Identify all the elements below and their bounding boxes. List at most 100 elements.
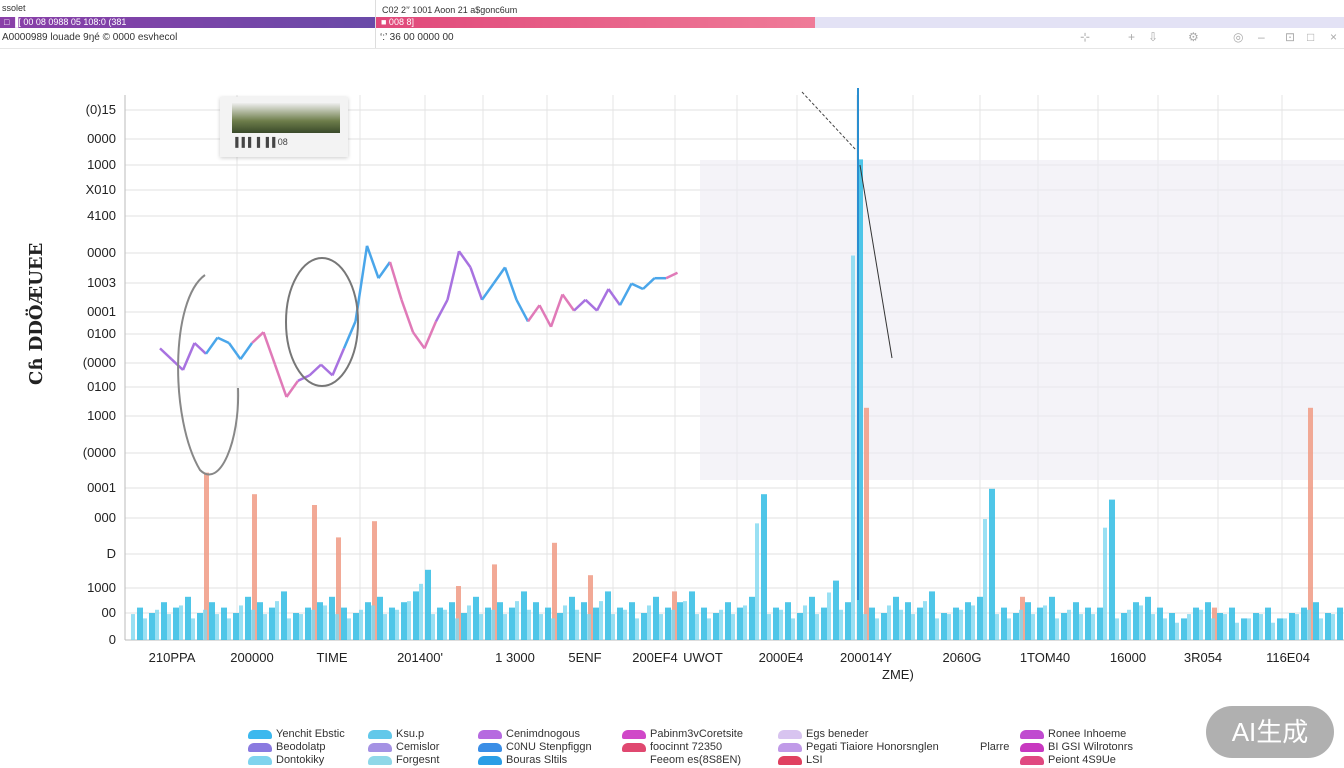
tab-purple[interactable]: □ ▐[ 00 08 0988 05 108:0 (381 bbox=[0, 17, 375, 28]
legend-item[interactable]: Forgesnt bbox=[368, 754, 439, 766]
x-tick-label: 1TOM40 bbox=[1019, 650, 1071, 665]
legend-item[interactable]: Feeom es(8S8EN) bbox=[622, 754, 741, 766]
close-icon[interactable]: × bbox=[1330, 30, 1338, 44]
legend-item[interactable]: Peiont 4S9Ue bbox=[1020, 754, 1116, 766]
cyan-bar bbox=[275, 601, 279, 640]
cyan-bar bbox=[383, 614, 387, 640]
pin-icon[interactable]: ⊹ bbox=[1080, 30, 1091, 44]
cyan-bar bbox=[791, 618, 795, 640]
restore-icon[interactable]: ⊡ bbox=[1285, 30, 1296, 44]
legend-label: Beodolatp bbox=[276, 741, 326, 753]
cyan-bar bbox=[695, 614, 699, 640]
legend-label: C0NU Stenpfiggn bbox=[506, 741, 592, 753]
cyan-bar bbox=[425, 569, 431, 640]
legend-item[interactable]: Pegati Tiaiore Honorsnglen bbox=[778, 741, 939, 753]
cyan-bar bbox=[785, 602, 791, 640]
salmon-bar bbox=[336, 537, 341, 640]
cyan-bar bbox=[161, 602, 167, 640]
y-tick-label: (0000 bbox=[82, 445, 116, 460]
legend-item[interactable]: Pabinm3vCoretsite bbox=[622, 728, 743, 740]
cyan-bar bbox=[479, 614, 483, 640]
legend-item[interactable]: Ksu.p bbox=[368, 728, 424, 740]
cyan-bar bbox=[863, 614, 867, 640]
price-line-segment bbox=[480, 282, 495, 301]
price-line-segment bbox=[365, 245, 380, 279]
legend-item[interactable]: Ronee Inhoeme bbox=[1020, 728, 1126, 740]
legend-swatch bbox=[248, 755, 272, 765]
cyan-bar bbox=[653, 596, 659, 640]
cyan-bar bbox=[557, 613, 563, 640]
price-line-segment bbox=[538, 304, 553, 328]
cyan-bar bbox=[497, 602, 503, 640]
cyan-bar bbox=[269, 607, 275, 640]
globe-icon[interactable]: ◎ bbox=[1233, 30, 1244, 44]
cyan-bar bbox=[563, 605, 567, 640]
y-tick-label: (0000 bbox=[82, 355, 116, 370]
legend-item[interactable]: Dontokiky bbox=[248, 754, 324, 766]
plus-icon[interactable]: + bbox=[1128, 30, 1136, 44]
cyan-bar bbox=[647, 605, 651, 640]
cyan-bar bbox=[929, 591, 935, 640]
cyan-bar bbox=[491, 609, 495, 640]
price-line-segment bbox=[411, 331, 426, 350]
price-line-segment bbox=[285, 380, 300, 398]
legend-item[interactable]: Cenimdnogous bbox=[478, 728, 580, 740]
cyan-bar bbox=[665, 607, 671, 640]
legend-label: Ksu.p bbox=[396, 728, 425, 740]
legend-item[interactable]: Cemislor bbox=[368, 741, 439, 753]
price-line-segment bbox=[193, 342, 207, 355]
cyan-bar bbox=[1241, 618, 1247, 640]
legend-item[interactable]: C0NU Stenpfiggn bbox=[478, 741, 592, 753]
price-line-segment bbox=[607, 288, 622, 306]
legend-item[interactable]: Bouras Sltils bbox=[478, 754, 567, 766]
download-icon[interactable]: ⇩ bbox=[1148, 30, 1159, 44]
legend-item[interactable]: Beodolatp bbox=[248, 741, 326, 753]
cyan-bar bbox=[143, 618, 147, 640]
cyan-bar bbox=[569, 596, 575, 640]
legend-label: Forgesnt bbox=[396, 754, 440, 766]
legend-item[interactable]: Egs beneder bbox=[778, 728, 868, 740]
cyan-bar bbox=[833, 580, 839, 640]
cyan-bar bbox=[875, 618, 879, 640]
legend-item[interactable]: foocinnt 72350 bbox=[622, 741, 722, 753]
thumbnail-card[interactable]: ▐▐▐ ▐ ▐▐ 08 bbox=[220, 97, 348, 157]
salmon-bar bbox=[552, 542, 557, 640]
cyan-bar bbox=[407, 601, 411, 640]
cyan-bar bbox=[1127, 609, 1131, 640]
tab-pink[interactable]: ■ 008 8] bbox=[375, 17, 815, 28]
cyan-bar bbox=[845, 602, 851, 640]
cyan-bar bbox=[731, 614, 735, 640]
legend-swatch bbox=[778, 742, 802, 752]
y-tick-label: 0100 bbox=[87, 326, 116, 341]
cyan-bar bbox=[443, 609, 447, 640]
salmon-bar bbox=[204, 472, 209, 640]
y-tick-label: 0001 bbox=[87, 480, 116, 495]
x-tick-label: 2060G bbox=[942, 650, 982, 665]
cyan-bar bbox=[287, 618, 291, 640]
y-tick-label: D bbox=[106, 546, 116, 561]
cyan-bar bbox=[659, 614, 663, 640]
cyan-bar bbox=[1037, 607, 1043, 640]
price-line-segment bbox=[457, 250, 472, 269]
minimize-icon[interactable]: – bbox=[1258, 30, 1265, 44]
annotation-loop bbox=[285, 257, 359, 387]
cyan-bar bbox=[473, 596, 479, 640]
annotation-line bbox=[801, 91, 857, 151]
maximize-icon[interactable]: □ bbox=[1307, 30, 1315, 44]
annotation-line bbox=[859, 164, 893, 359]
cyan-bar bbox=[185, 596, 191, 640]
settings-icon[interactable]: ⚙ bbox=[1188, 30, 1199, 44]
legend-item[interactable]: BI GSI Wilrotonrs bbox=[1020, 741, 1133, 753]
cyan-bar bbox=[503, 614, 507, 640]
cyan-bar bbox=[1193, 607, 1199, 640]
cyan-bar bbox=[1001, 607, 1007, 640]
x-tick-label: 116E04 bbox=[1266, 650, 1310, 665]
cyan-bar bbox=[851, 255, 855, 640]
legend-item[interactable]: Yenchit Ebstic bbox=[248, 728, 345, 740]
y-tick-label: X010 bbox=[85, 182, 116, 197]
legend-item[interactable]: Plarre bbox=[980, 741, 1009, 753]
legend-swatch bbox=[368, 755, 392, 765]
legend-item[interactable]: LSI bbox=[778, 754, 823, 766]
cyan-bar bbox=[593, 607, 599, 640]
cyan-bar bbox=[1181, 618, 1187, 640]
